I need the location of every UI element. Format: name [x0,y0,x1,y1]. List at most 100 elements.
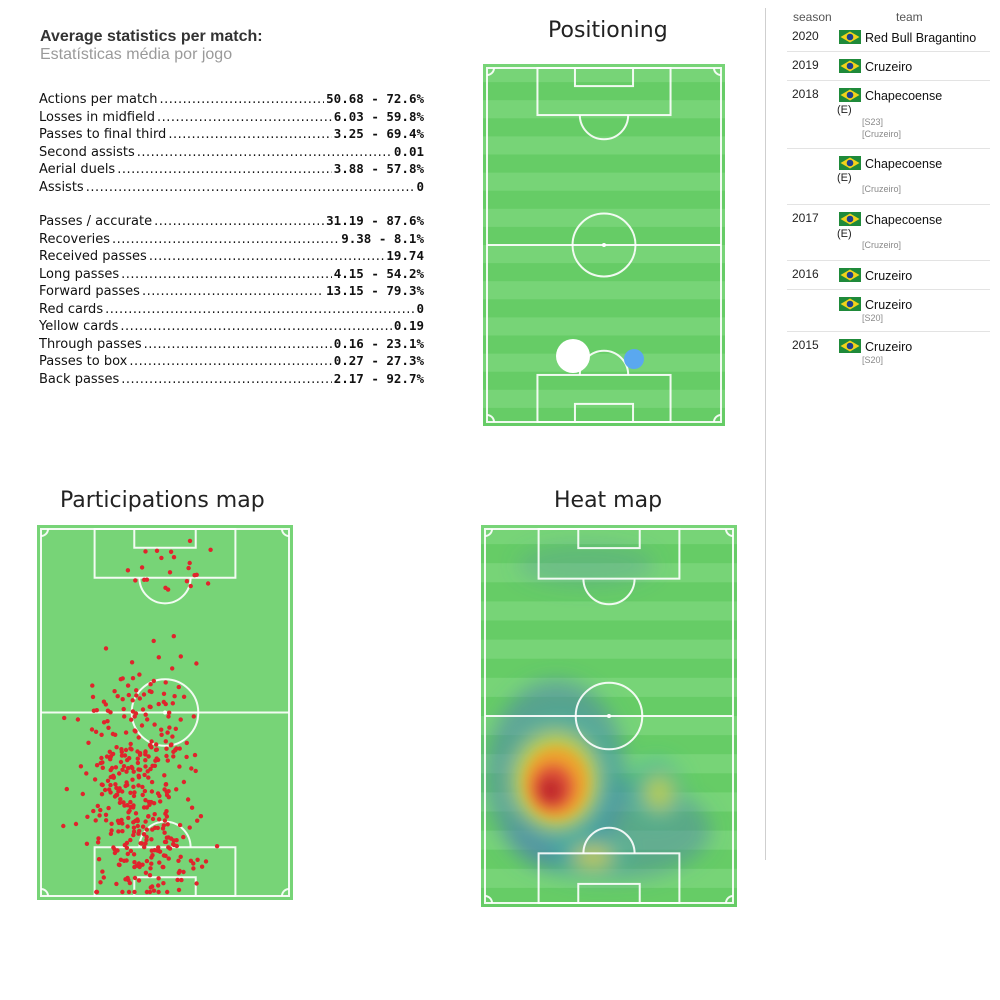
participation-dot [171,555,177,560]
team-note: [S23] [862,117,884,127]
row-divider [787,260,990,261]
season-cell: 2020 [792,29,819,43]
team-header: team [896,10,923,24]
participation-dot [120,789,125,794]
heatmap-pitch [481,525,737,907]
participation-dot [73,821,79,827]
stat-label: Passes to final third [39,127,167,142]
stat-value: 0.16 - 23.1% [333,335,424,351]
participation-dot [123,730,129,735]
participation-dot [128,741,133,747]
participation-dot [115,694,120,699]
participation-dot [140,784,145,790]
team-link[interactable]: Chapecoense [865,89,943,103]
participation-dot [136,773,141,778]
participation-dot [96,857,102,862]
participation-dot [109,765,115,771]
stat-value: 50.68 - 72.6% [326,91,424,106]
participation-dot [62,715,67,721]
participation-dot [103,702,109,707]
participation-dot [156,655,161,660]
participation-dot [145,717,150,722]
participation-dot [187,825,192,830]
season-cell: 2019 [792,58,819,72]
participation-dot [178,854,183,859]
participation-dot [150,853,155,858]
participation-dot [98,880,103,885]
participation-dot [129,717,134,722]
team-link[interactable]: Cruzeiro [865,340,913,354]
team-link[interactable]: Cruzeiro [865,60,913,74]
participation-dot [107,749,113,754]
participation-dot [125,851,130,857]
participation-dot [142,772,147,778]
stat-leader-dots [159,92,324,107]
participation-dot [120,767,125,772]
stat-label: Recoveries [39,231,110,247]
participation-dot [177,822,183,828]
participation-dot [131,852,137,857]
participation-dot [162,830,167,835]
participation-dot [90,683,95,688]
heatmap-title: Heat map [554,488,663,513]
participation-dot [132,790,137,795]
participation-dot [146,799,152,805]
stat-label: Passes / accurate [39,214,153,229]
participation-dot [125,766,131,771]
participation-dot [118,857,124,862]
participation-dot [144,858,150,864]
participation-dot [186,565,191,571]
participation-dot [177,764,182,769]
row-divider [787,51,990,52]
team-link[interactable]: Red Bull Bragantino [865,31,977,45]
team-note: [S20] [862,355,884,365]
participation-dot [126,692,131,698]
team-link[interactable]: Chapecoense [865,213,943,227]
participation-dot [130,765,135,771]
participation-dot [136,783,141,788]
team-link[interactable]: Chapecoense [865,157,943,171]
participation-dot [113,765,119,770]
pitch-lines [486,67,722,424]
participation-dot [135,760,141,766]
heat-layer [486,543,711,880]
stat-leader-dots [157,110,332,125]
participation-dot [181,694,187,699]
participation-dot [167,570,173,575]
participation-dot [165,758,170,763]
participation-dot [149,745,154,750]
season-cell: 2016 [792,267,819,281]
participation-dot [141,805,147,810]
participation-dot [140,792,145,798]
participation-dot [163,739,168,744]
participation-dot [108,754,114,759]
participation-dot [113,782,118,787]
participation-dot [154,742,159,747]
stat-leader-dots [105,302,414,317]
participation-dot [176,684,181,690]
stat-label: Assists [39,179,84,195]
participation-dot [128,837,133,843]
participation-dot [116,829,121,834]
participation-dot [184,740,189,746]
stat-label: Received passes [39,249,147,264]
participation-dot [158,799,163,804]
participation-dot [161,881,166,886]
participation-dot [146,775,151,780]
participation-dot [95,840,101,845]
participation-dot [139,565,145,570]
participation-dot [121,800,126,805]
participation-dot [170,666,175,671]
team-link[interactable]: Cruzeiro [865,269,913,283]
participation-dot [125,824,130,829]
stat-value: 3.88 - 57.8% [333,161,424,176]
loan-marker: (E) [837,172,852,184]
participation-dot [143,549,148,554]
participation-dot [166,856,171,861]
participation-dot [194,881,199,886]
stat-label: Aerial duels [39,162,116,177]
team-link[interactable]: Cruzeiro [865,298,913,312]
participation-dot [164,746,169,751]
participation-dot [162,818,168,823]
participation-dot [92,777,98,782]
